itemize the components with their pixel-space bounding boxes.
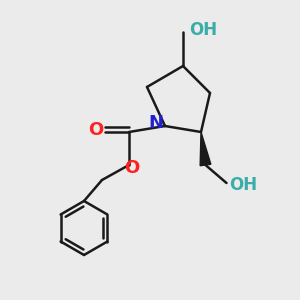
Text: O: O (88, 121, 104, 139)
Polygon shape (200, 132, 211, 166)
Text: OH: OH (189, 21, 217, 39)
Text: N: N (148, 114, 164, 132)
Text: O: O (124, 159, 140, 177)
Text: OH: OH (230, 176, 258, 194)
